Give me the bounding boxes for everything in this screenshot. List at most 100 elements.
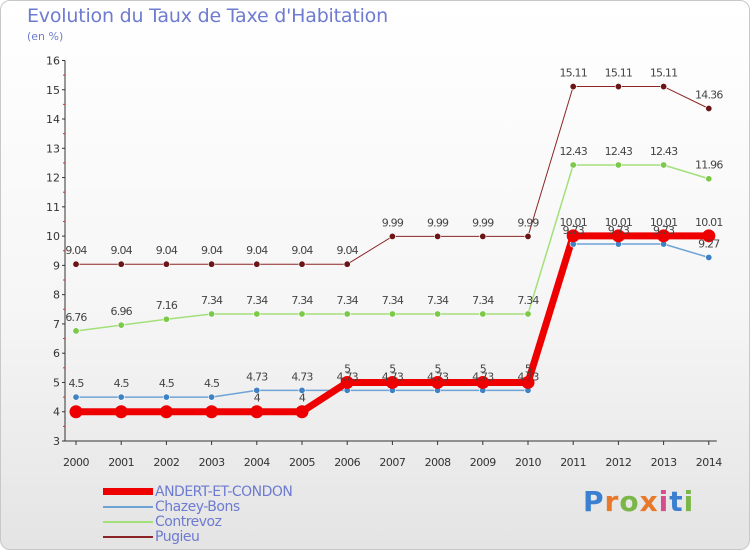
data-point: [159, 405, 173, 419]
data-label: 7.34: [246, 294, 268, 307]
y-tick-label: 5: [53, 376, 60, 389]
data-point: [524, 310, 532, 318]
data-point: [388, 232, 396, 240]
data-point: [521, 375, 535, 389]
data-label: 9.04: [337, 244, 359, 257]
data-label: 7.34: [472, 294, 494, 307]
x-tick-label: 2013: [651, 456, 677, 469]
data-point: [479, 232, 487, 240]
data-point: [705, 104, 713, 112]
data-point: [298, 386, 306, 394]
data-label: 10.01: [559, 216, 587, 229]
data-point: [569, 161, 577, 169]
data-label: 4.5: [204, 377, 220, 390]
chart-unit-label: (en %): [27, 30, 64, 43]
data-label: 4.5: [159, 377, 175, 390]
data-label: 14.36: [695, 88, 723, 101]
y-tick-label: 6: [53, 347, 60, 360]
data-point: [569, 83, 577, 91]
x-tick-label: 2011: [560, 456, 586, 469]
data-label: 5: [480, 362, 487, 375]
data-point: [72, 393, 80, 401]
logo-letter: r: [604, 485, 620, 518]
data-point: [205, 405, 219, 419]
x-tick-label: 2014: [696, 456, 722, 469]
data-label: 4.5: [68, 377, 84, 390]
data-point: [117, 393, 125, 401]
data-label: 7.16: [156, 299, 178, 312]
data-label: 7.34: [382, 294, 404, 307]
data-label: 15.11: [559, 67, 587, 80]
logo-letter: i: [683, 485, 695, 518]
x-tick-label: 2006: [334, 456, 360, 469]
data-label: 15.11: [650, 67, 678, 80]
data-label: 10.01: [650, 216, 678, 229]
data-point: [253, 310, 261, 318]
data-point: [660, 83, 668, 91]
data-label: 6.76: [65, 311, 87, 324]
data-point: [114, 405, 128, 419]
data-label: 5: [389, 362, 396, 375]
data-label: 5: [525, 362, 532, 375]
data-point: [117, 260, 125, 268]
y-tick-label: 4: [53, 406, 60, 419]
data-point: [253, 260, 261, 268]
logo-letter: o: [619, 485, 640, 518]
data-label: 9.73: [563, 224, 585, 237]
data-point: [208, 260, 216, 268]
x-tick-label: 2012: [605, 456, 631, 469]
y-tick-label: 7: [53, 318, 60, 331]
data-point: [72, 260, 80, 268]
data-point: [162, 315, 170, 323]
y-tick-label: 15: [46, 84, 60, 97]
legend-label: Contrevoz: [155, 514, 222, 530]
data-label: 4.73: [291, 370, 313, 383]
x-tick-label: 2010: [515, 456, 541, 469]
data-point: [388, 310, 396, 318]
data-point: [295, 405, 309, 419]
data-label: 9.73: [653, 224, 675, 237]
legend-label: ANDERT-ET-CONDON: [155, 484, 293, 500]
data-point: [385, 375, 399, 389]
data-point: [524, 232, 532, 240]
data-label: 4.5: [114, 377, 130, 390]
data-label: 12.43: [650, 145, 678, 158]
x-tick-label: 2000: [63, 456, 89, 469]
data-label: 9.27: [698, 237, 720, 250]
proxiti-logo: Proxiti: [583, 485, 694, 518]
data-label: 4.73: [517, 370, 539, 383]
data-point: [476, 375, 490, 389]
data-point: [660, 161, 668, 169]
y-tick-label: 3: [53, 435, 60, 448]
data-label: 11.96: [695, 159, 723, 172]
legend-swatch-pugieu: [103, 536, 153, 538]
data-label: 15.11: [605, 67, 633, 80]
data-label: 7.34: [517, 294, 539, 307]
data-label: 9.04: [65, 244, 87, 257]
data-label: 9.99: [517, 216, 539, 229]
data-label: 4.73: [427, 370, 449, 383]
data-point: [343, 310, 351, 318]
data-point: [614, 83, 622, 91]
x-tick-label: 2001: [108, 456, 134, 469]
legend-swatch-chazey-bons: [103, 506, 153, 508]
data-point: [117, 321, 125, 329]
x-tick-label: 2008: [425, 456, 451, 469]
data-label: 4.73: [472, 370, 494, 383]
data-label: 5: [344, 362, 351, 375]
y-tick-label: 12: [46, 172, 60, 185]
data-label: 4: [299, 392, 306, 405]
x-tick-label: 2005: [289, 456, 315, 469]
x-tick-label: 2003: [199, 456, 225, 469]
x-tick-label: 2002: [153, 456, 179, 469]
data-point: [343, 260, 351, 268]
legend-swatch-contrevoz: [103, 521, 153, 523]
data-label: 4.73: [382, 370, 404, 383]
data-label: 6.96: [111, 305, 133, 318]
data-point: [208, 393, 216, 401]
data-label: 10.01: [695, 216, 723, 229]
data-point: [72, 327, 80, 335]
data-label: 9.04: [156, 244, 178, 257]
